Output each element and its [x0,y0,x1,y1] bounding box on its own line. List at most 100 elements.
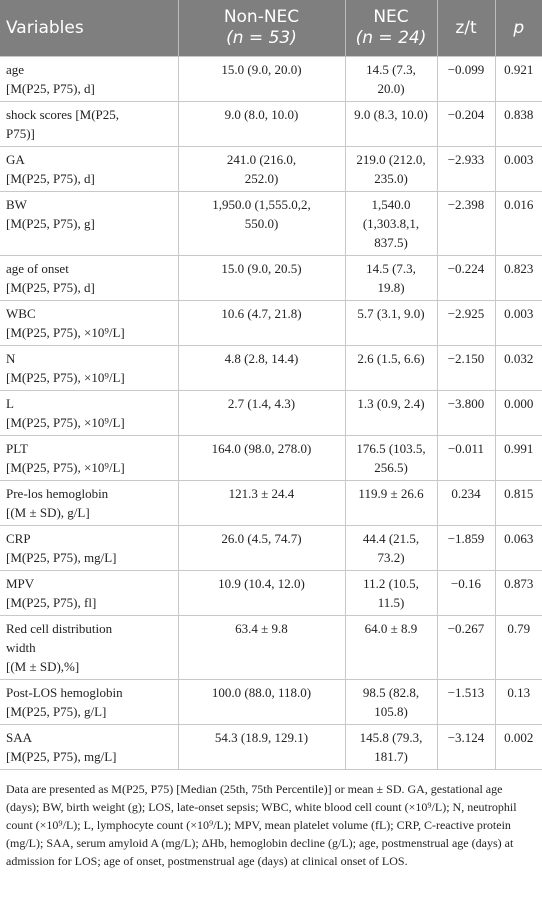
table-cell: 0.873 [494,570,542,616]
cell-text: −0.099 [447,62,485,77]
table-cell: 0.016 [494,191,542,256]
table-cell: −0.204 [436,101,496,147]
table-cell: −0.267 [436,615,496,680]
table-cell: age [M(P25, P75), d] [0,56,179,102]
cell-text: 0.921 [504,62,534,77]
cell-text: (n = 53) [226,28,297,48]
table-cell: −0.099 [436,56,496,102]
cell-text: CRP [6,531,31,546]
cell-text: 11.2 (10.5, 11.5) [363,576,419,610]
table-row: PLT [M(P25, P75), ×10⁹/L] 164.0 (98.0, 278… [0,435,542,481]
table-cell: 1,950.0 (1,555.0,2, 550.0) [177,191,346,256]
table-cell: SAA [M(P25, P75), mg/L] [0,724,179,770]
cell-text: width [6,640,36,655]
cell-text: [M(P25, P75), d] [6,81,95,96]
cell-text: −2.925 [447,306,485,321]
table-cell: L [M(P25, P75), ×10⁹/L] [0,390,179,436]
table-row: CRP [M(P25, P75), mg/L] 26.0 (4.5, 74.7) 44… [0,525,542,571]
cell-text: [M(P25, P75), ×10⁹/L] [6,460,125,475]
table-cell: −2.933 [436,146,496,192]
cell-text: −2.398 [447,197,485,212]
table-row: Red cell distribution width [(M ± SD),%] 63… [0,615,542,680]
table-cell: −2.925 [436,300,496,346]
cell-text: 0.032 [504,351,534,366]
cell-text: 241.0 (216.0, [226,152,297,167]
cell-text: −2.933 [447,152,485,167]
cell-text: [M(P25, P75), d] [6,171,95,186]
table-cell: 0.815 [494,480,542,526]
table-cell: 176.5 (103.5, 256.5) [344,435,438,481]
table-cell: 63.4 ± 9.8 [177,615,346,680]
cell-text: 98.5 (82.8, 105.8) [362,685,420,719]
table-row: WBC [M(P25, P75), ×10⁹/L] 10.6 (4.7, 21.8)… [0,300,542,346]
cell-text: 10.9 (10.4, 12.0) [218,576,305,591]
cell-text: [M(P25, P75), fl] [6,595,97,610]
table-row: SAA [M(P25, P75), mg/L] 54.3 (18.9, 129.1)… [0,724,542,770]
table-cell: 1.3 (0.9, 2.4) [344,390,438,436]
table-row: GA [M(P25, P75), d] 241.0 (216.0, 252.0) 219… [0,146,542,192]
table-row: Post-LOS hemoglobin [M(P25, P75), g/L] 100… [0,679,542,725]
table-cell: −1.513 [436,679,496,725]
table-cell: 9.0 (8.3, 10.0) [344,101,438,147]
cell-text: L [6,396,14,411]
table-row: shock scores [M(P25, P75)] 9.0 (8.0, 10.0)… [0,101,542,147]
cell-text: 550.0) [244,216,279,231]
table-cell: MPV [M(P25, P75), fl] [0,570,179,616]
table-cell: −0.011 [436,435,496,481]
cell-text: 0.13 [507,685,531,700]
cell-text: [M(P25, P75), ×10⁹/L] [6,370,125,385]
cell-text: 219.0 (212.0, [356,152,426,167]
cell-text: 0.003 [504,306,534,321]
cell-text: 4.8 (2.8, 14.4) [224,351,299,366]
table-cell: 14.5 (7.3, 19.8) [344,255,438,301]
cell-text: −3.124 [447,730,485,745]
cell-text: 0.234 [451,486,481,501]
cell-text: 15.0 (9.0, 20.5) [221,261,302,276]
table-cell: age of onset [M(P25, P75), d] [0,255,179,301]
table-cell: WBC [M(P25, P75), ×10⁹/L] [0,300,179,346]
table-cell: 5.7 (3.1, 9.0) [344,300,438,346]
cell-text: 0.063 [504,531,534,546]
cell-text: age [6,62,25,77]
cell-text: 100.0 (88.0, 118.0) [211,685,312,700]
cell-text: 1.3 (0.9, 2.4) [357,396,425,411]
cell-text: z/t [455,17,477,38]
table-cell: −3.124 [436,724,496,770]
cell-text: −0.267 [447,621,485,636]
cell-text: BW [6,197,27,212]
cell-text: 0.016 [504,197,534,212]
table-cell: 14.5 (7.3, 20.0) [344,56,438,102]
cell-text: 14.5 (7.3, 20.0) [366,62,416,96]
cell-text: 0.838 [504,107,534,122]
cell-text: 1,950.0 (1,555.0,2, [212,197,311,212]
cell-text: Variables [6,17,84,38]
table-cell: 2.7 (1.4, 4.3) [177,390,346,436]
cell-text: Non-NEC [223,7,300,27]
cell-text: −3.800 [447,396,485,411]
table-cell: −0.224 [436,255,496,301]
cell-text: 0.991 [504,441,534,456]
table-row: age [M(P25, P75), d] 15.0 (9.0, 20.0) 14.5 … [0,56,542,102]
table-cell: 0.823 [494,255,542,301]
table-cell: shock scores [M(P25, P75)] [0,101,179,147]
table-cell: 0.003 [494,300,542,346]
cell-text: 54.3 (18.9, 129.1) [214,730,309,745]
cell-text: (n = 24) [355,28,427,48]
table-cell: 121.3 ± 24.4 [177,480,346,526]
cell-text: −0.224 [447,261,485,276]
cell-text: Pre-los hemoglobin [6,486,109,501]
cell-text: NEC [373,7,409,27]
cell-text: 176.5 (103.5, [356,441,426,456]
table-cell: 54.3 (18.9, 129.1) [177,724,346,770]
cell-text: GA [6,152,25,167]
table-cell: −2.398 [436,191,496,256]
cell-text: [M(P25, P75), d] [6,280,95,295]
header-cell: Non-NEC (n = 53) [177,0,345,57]
table-cell: Pre-los hemoglobin [(M ± SD), g/L] [0,480,179,526]
table-cell: 219.0 (212.0, 235.0) [344,146,438,192]
table-cell: 0.838 [494,101,542,147]
cell-text: 5.7 (3.1, 9.0) [357,306,425,321]
table-cell: PLT [M(P25, P75), ×10⁹/L] [0,435,179,481]
cell-text: 181.7) [374,749,408,764]
table-cell: Red cell distribution width [(M ± SD),%] [0,615,179,680]
